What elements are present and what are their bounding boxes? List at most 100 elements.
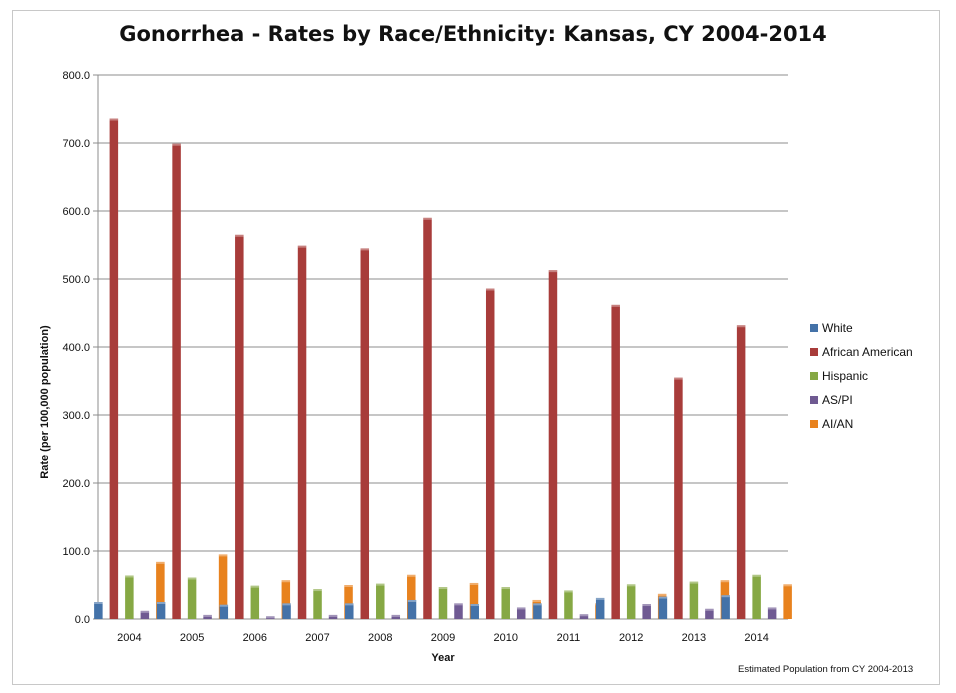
x-tick-label: 2006 bbox=[243, 632, 267, 644]
bar-white-2011 bbox=[533, 603, 542, 619]
legend-item: AS/PI bbox=[810, 388, 913, 412]
bar-highlight bbox=[218, 554, 228, 557]
bar-highlight bbox=[125, 575, 134, 578]
bar-white-2004 bbox=[94, 602, 103, 619]
bar-highlight bbox=[767, 607, 777, 610]
legend-label: Hispanic bbox=[822, 369, 869, 383]
bar-highlight bbox=[532, 599, 541, 602]
bar-highlight bbox=[454, 603, 463, 606]
bar-highlight bbox=[203, 614, 212, 617]
bar-as-pi-2006 bbox=[266, 616, 275, 619]
bar-highlight bbox=[516, 607, 526, 610]
bar-hispanic-2010 bbox=[501, 587, 510, 619]
bar-highlight bbox=[94, 602, 103, 604]
bar-hispanic-2004 bbox=[125, 575, 134, 619]
bar-white-2005 bbox=[156, 602, 166, 619]
bar-highlight bbox=[376, 583, 385, 586]
x-tick-label: 2012 bbox=[619, 632, 643, 644]
bar-highlight bbox=[156, 561, 165, 564]
bar-white-2010 bbox=[470, 604, 479, 619]
bar-white-2014 bbox=[721, 595, 730, 619]
x-tick-label: 2005 bbox=[180, 632, 204, 644]
bar-white-2007 bbox=[282, 603, 291, 619]
bar-highlight bbox=[501, 587, 510, 590]
bar-white-2008 bbox=[345, 603, 354, 619]
bar-as-pi-2011 bbox=[579, 614, 589, 619]
bar-highlight bbox=[344, 585, 353, 587]
bar-highlight bbox=[579, 614, 589, 617]
bar-ai-an-2006 bbox=[281, 580, 291, 619]
bar-highlight bbox=[423, 217, 432, 220]
bar-as-pi-2005 bbox=[203, 614, 212, 619]
x-tick-label: 2010 bbox=[493, 632, 517, 644]
bar-highlight bbox=[720, 580, 730, 583]
bar-ai-an-2004 bbox=[156, 561, 165, 619]
bar-hispanic-2012 bbox=[626, 584, 636, 619]
legend-item: Hispanic bbox=[810, 364, 913, 388]
bar-as-pi-2010 bbox=[516, 607, 526, 619]
bar-highlight bbox=[407, 599, 417, 602]
legend-item: White bbox=[810, 316, 913, 340]
bar-highlight bbox=[250, 585, 260, 588]
bar-highlight bbox=[297, 245, 307, 248]
chart-title: Gonorrhea - Rates by Race/Ethnicity: Kan… bbox=[119, 22, 827, 46]
bar-highlight bbox=[281, 580, 291, 583]
legend-label: AS/PI bbox=[822, 393, 853, 407]
bar-african-american-2009 bbox=[423, 217, 432, 620]
bar-as-pi-2012 bbox=[642, 604, 651, 619]
bar-as-pi-2013 bbox=[705, 608, 714, 619]
y-tick-label: 100.0 bbox=[62, 546, 90, 558]
bar-white-2009 bbox=[407, 599, 417, 619]
bar-african-american-2006 bbox=[235, 234, 244, 620]
bar-highlight bbox=[360, 248, 370, 251]
legend-swatch bbox=[810, 348, 818, 356]
bar-ai-an-2009 bbox=[469, 582, 479, 619]
x-tick-label: 2014 bbox=[744, 632, 768, 644]
bar-white-2006 bbox=[219, 604, 229, 619]
population-note: Estimated Population from CY 2004-2013 bbox=[738, 664, 914, 675]
bar-white-2013 bbox=[658, 596, 668, 619]
legend-item: African American bbox=[810, 340, 913, 364]
legend-item: AI/AN bbox=[810, 412, 913, 436]
x-axis-ticks: 2004 2005 2006 2007 2008 2009 2010 2011 2012 2013… bbox=[117, 632, 769, 644]
legend-swatch bbox=[810, 420, 818, 428]
bar-highlight bbox=[705, 608, 714, 611]
bar-highlight bbox=[282, 603, 291, 606]
bar-highlight bbox=[438, 587, 448, 590]
bar-highlight bbox=[345, 603, 354, 606]
bar-highlight bbox=[266, 616, 275, 619]
x-tick-label: 2008 bbox=[368, 632, 392, 644]
y-tick-label: 200.0 bbox=[62, 478, 90, 490]
legend-label: AI/AN bbox=[822, 417, 854, 431]
bar-ai-an-2014 bbox=[783, 584, 792, 619]
bar-as-pi-2008 bbox=[391, 614, 401, 619]
bar-as-pi-2014 bbox=[767, 607, 777, 619]
bar-as-pi-2009 bbox=[454, 603, 463, 619]
bar-hispanic-2007 bbox=[313, 589, 322, 619]
bar-as-pi-2007 bbox=[328, 614, 338, 619]
bar-african-american-2010 bbox=[485, 288, 495, 619]
bar-highlight bbox=[391, 614, 401, 617]
y-tick-label: 400.0 bbox=[62, 342, 90, 354]
legend-swatch bbox=[810, 396, 818, 404]
x-tick-label: 2009 bbox=[431, 632, 455, 644]
legend: White African American Hispanic AS/PI AI/AN bbox=[810, 316, 913, 436]
bar-highlight bbox=[328, 614, 338, 617]
bar-highlight bbox=[783, 584, 792, 587]
bar-highlight bbox=[187, 577, 197, 580]
bar-highlight bbox=[595, 597, 605, 600]
bar-highlight bbox=[658, 596, 668, 599]
bar-hispanic-2009 bbox=[438, 587, 448, 619]
bars bbox=[94, 118, 792, 620]
legend-label: African American bbox=[822, 345, 913, 359]
x-tick-label: 2013 bbox=[682, 632, 706, 644]
bar-highlight bbox=[736, 325, 746, 328]
bar-ai-an-2007 bbox=[344, 585, 353, 619]
bar-hispanic-2013 bbox=[689, 581, 699, 619]
y-axis-label: Rate (per 100,000 population) bbox=[39, 325, 51, 479]
bar-highlight bbox=[564, 590, 573, 593]
bar-highlight bbox=[752, 574, 761, 577]
y-tick-label: 600.0 bbox=[62, 206, 90, 218]
bar-highlight bbox=[548, 270, 558, 273]
